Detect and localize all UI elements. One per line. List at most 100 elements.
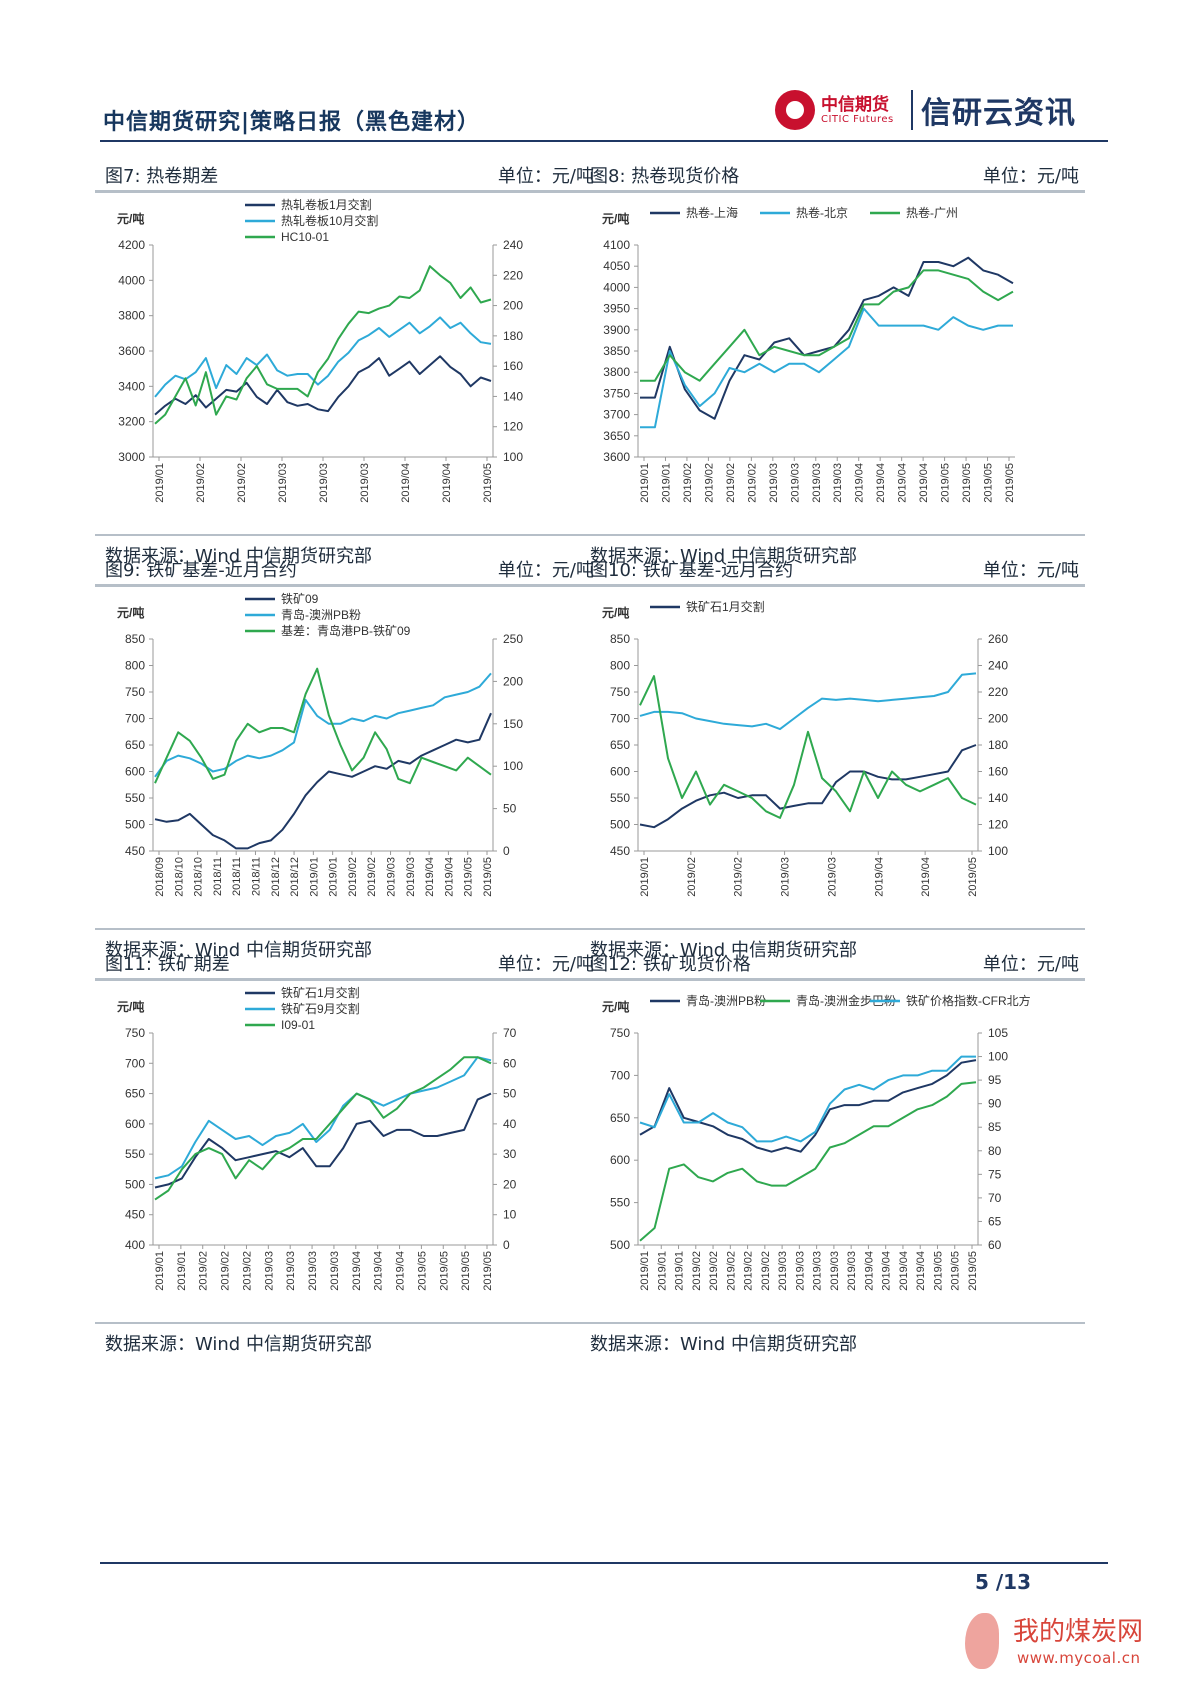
- legend-label: 热卷-广州: [906, 205, 958, 220]
- x-tick-label: 2019/01: [656, 1251, 668, 1291]
- y-tick-label: 750: [125, 685, 145, 699]
- figure-unit: 单位：元/吨: [497, 954, 594, 975]
- chart-iron-futures-spread: 元/吨 400 450 500 550 600 650 700 750 0 10 20 30 40 50 60…: [117, 985, 517, 1291]
- y-tick-label: 3000: [118, 450, 145, 464]
- x-tick-label: 2019/04: [373, 1251, 385, 1291]
- x-tick-label: 2019/03: [794, 1251, 806, 1291]
- y2-tick-label: 60: [988, 1238, 1002, 1252]
- figure-title: 图11: 铁矿期差: [105, 954, 230, 975]
- y-axis-unit-label: 元/吨: [117, 211, 144, 226]
- legend-label: 热卷-北京: [796, 205, 848, 220]
- x-tick-label: 2019/04: [441, 463, 453, 503]
- x-tick-label: 2019/01: [308, 857, 320, 897]
- y-tick-label: 500: [610, 1238, 630, 1252]
- figure-title: 图7: 热卷期差: [105, 166, 219, 187]
- x-tick-label: 2019/04: [897, 463, 909, 503]
- x-tick-label: 2019/01: [639, 1251, 651, 1291]
- x-tick-label: 2019/04: [898, 1251, 910, 1291]
- figure-footer: 数据来源：Wind 中信期货研究部: [95, 928, 600, 964]
- x-tick-label: 2019/03: [405, 857, 417, 897]
- y2-tick-label: 160: [503, 359, 523, 373]
- y-tick-label: 550: [125, 791, 145, 805]
- legend-label: 基差：青岛港PB-铁矿09: [281, 623, 411, 638]
- x-tick-label: 2019/02: [743, 1251, 755, 1291]
- y-tick-label: 750: [610, 685, 630, 699]
- series-line: [639, 672, 977, 731]
- x-tick-label: 2018/12: [270, 857, 282, 897]
- x-tick-label: 2019/03: [826, 857, 838, 897]
- x-tick-label: 2019/02: [195, 463, 207, 503]
- chart-area: 元/吨 450 500 550 600 650 700 750 800 850 0 50 100 150 2…: [95, 587, 600, 928]
- y-tick-label: 450: [125, 844, 145, 858]
- x-tick-label: 2019/03: [263, 1251, 275, 1291]
- y-tick-label: 3650: [603, 429, 630, 443]
- y-tick-label: 500: [610, 818, 630, 832]
- x-tick-label: 2019/03: [318, 463, 330, 503]
- x-tick-label: 2019/04: [395, 1251, 407, 1291]
- series-line: [154, 667, 492, 785]
- y2-tick-label: 180: [503, 329, 523, 343]
- series-line: [639, 1055, 976, 1143]
- x-tick-label: 2019/03: [780, 857, 792, 897]
- x-tick-label: 2019/01: [154, 463, 166, 503]
- figure-unit: 单位：元/吨: [497, 166, 594, 187]
- x-tick-label: 2019/03: [829, 1251, 841, 1291]
- x-tick-label: 2018/10: [193, 857, 205, 897]
- chart-iron-basis-near: 元/吨 450 500 550 600 650 700 750 800 850 0 50 100 150 2…: [117, 592, 523, 897]
- legend-label: 热卷-上海: [686, 205, 738, 220]
- chart-iron-basis-far: 元/吨 450 500 550 600 650 700 750 800 850 100 120 140 1…: [602, 599, 1008, 897]
- x-tick-label: 2019/05: [940, 463, 952, 503]
- y2-tick-label: 140: [503, 389, 523, 403]
- y-tick-label: 800: [610, 659, 630, 673]
- x-tick-label: 2018/11: [231, 857, 243, 896]
- y-axis-unit-label: 元/吨: [602, 999, 629, 1014]
- y-tick-label: 700: [610, 1068, 630, 1082]
- y-tick-label: 600: [125, 765, 145, 779]
- x-tick-label: 2019/03: [846, 1251, 858, 1291]
- x-tick-label: 2019/04: [400, 463, 412, 503]
- x-tick-label: 2019/03: [812, 1251, 824, 1291]
- x-tick-label: 2019/04: [873, 857, 885, 897]
- x-tick-label: 2019/03: [832, 463, 844, 503]
- figure-header: 图7: 热卷期差 单位：元/吨: [95, 158, 600, 193]
- y2-tick-label: 260: [988, 632, 1008, 646]
- y-tick-label: 450: [125, 1208, 145, 1222]
- y2-tick-label: 50: [503, 1087, 517, 1101]
- x-tick-label: 2019/01: [674, 1251, 686, 1291]
- y2-tick-label: 50: [503, 802, 517, 816]
- x-tick-label: 2019/05: [460, 1251, 472, 1291]
- y2-tick-label: 200: [503, 299, 523, 313]
- x-tick-label: 2018/11: [250, 857, 262, 896]
- figure-source: 数据来源：Wind 中信期货研究部: [590, 940, 857, 961]
- series-line: [640, 256, 1014, 420]
- y-tick-label: 3200: [118, 415, 145, 429]
- x-tick-label: 2019/03: [359, 463, 371, 503]
- y2-tick-label: 100: [503, 450, 523, 464]
- series-line: [154, 265, 492, 425]
- legend-label: 铁矿价格指数-CFR北方: [906, 993, 1031, 1008]
- y2-tick-label: 220: [503, 268, 523, 282]
- y-tick-label: 4100: [603, 238, 630, 252]
- y-tick-label: 600: [125, 1117, 145, 1131]
- figure-unit: 单位：元/吨: [497, 560, 594, 581]
- page-number: 5 /13: [975, 1570, 1032, 1594]
- x-tick-label: 2019/03: [285, 1251, 297, 1291]
- x-tick-label: 2019/05: [950, 1251, 962, 1291]
- y-tick-label: 3600: [118, 344, 145, 358]
- figure-header: 图9: 铁矿基差-近月合约 单位：元/吨: [95, 552, 600, 587]
- chart-area: 元/吨 500 550 600 650 700 750 60 65 70 75 80 85 90 95 100…: [580, 981, 1085, 1322]
- y-tick-label: 550: [610, 791, 630, 805]
- y-axis-unit-label: 元/吨: [117, 999, 144, 1014]
- x-tick-label: 2019/04: [918, 463, 930, 503]
- x-tick-label: 2019/02: [691, 1251, 703, 1291]
- x-tick-label: 2019/02: [682, 463, 694, 503]
- citic-emblem-icon: [775, 90, 815, 130]
- series-line: [154, 316, 492, 398]
- figure-footer: 数据来源：Wind 中信期货研究部: [580, 534, 1085, 570]
- y-tick-label: 3850: [603, 344, 630, 358]
- y2-tick-label: 140: [988, 791, 1008, 805]
- y2-tick-label: 65: [988, 1214, 1002, 1228]
- x-tick-label: 2019/01: [176, 1251, 188, 1291]
- chart-area: 元/吨 3000 3200 3400 3600 3800 4000 4200 100 120 140…: [95, 193, 600, 534]
- legend-label: 铁矿石9月交割: [281, 1001, 360, 1016]
